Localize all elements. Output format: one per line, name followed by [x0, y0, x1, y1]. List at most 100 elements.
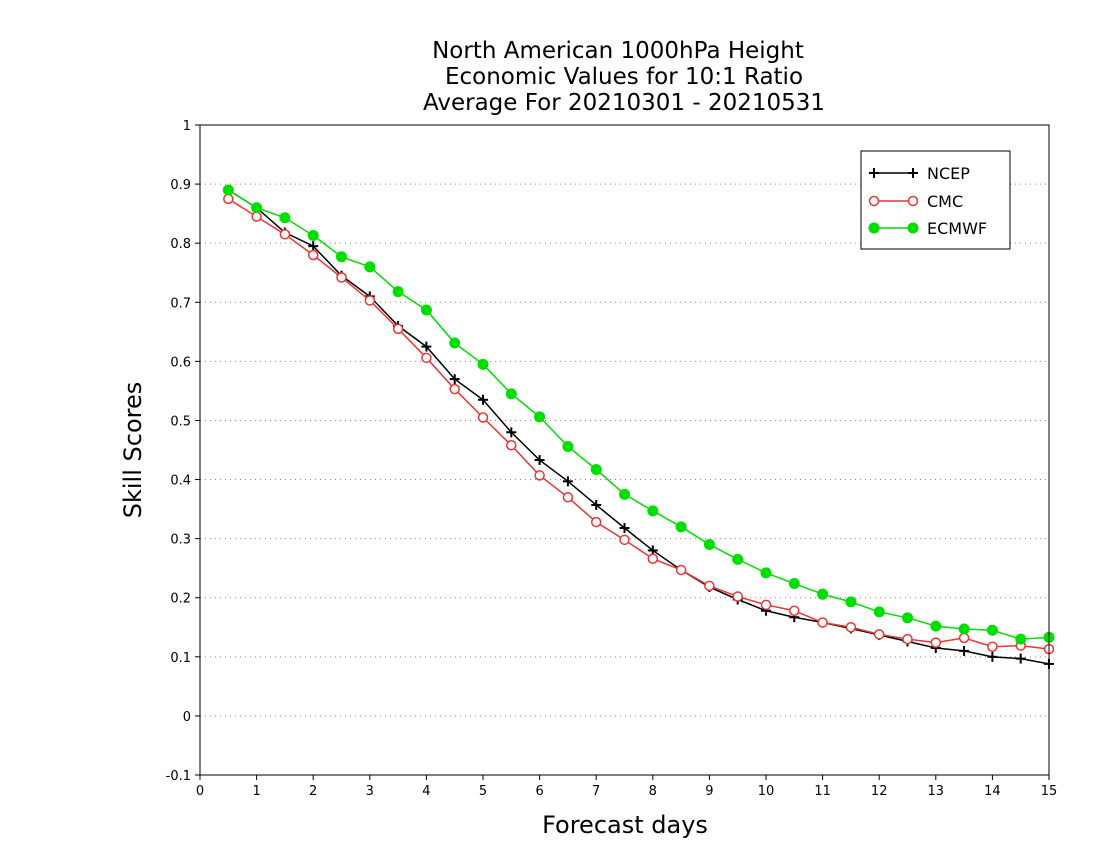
data-point-cmc — [223, 193, 234, 205]
x-tick-label: 15 — [1041, 784, 1058, 799]
data-point-ecmwf — [930, 620, 942, 632]
legend-marker-ecmwf — [868, 222, 880, 234]
data-point-ecmwf — [760, 567, 772, 579]
y-tick-label: 0.5 — [170, 414, 191, 429]
data-point-cmc — [704, 580, 715, 592]
data-point-ncep — [478, 394, 488, 405]
data-point-cmc — [364, 295, 376, 306]
data-point-cmc — [506, 440, 517, 451]
data-point-ecmwf — [279, 212, 291, 224]
y-tick-label: 0.6 — [170, 355, 191, 370]
legend-items: NCEP CMC ECMWF — [868, 164, 987, 238]
legend-marker-cmc — [907, 195, 919, 207]
legend-item-ecmwf: ECMWF — [868, 219, 987, 238]
y-tick-label: -0.1 — [166, 769, 191, 784]
data-point-ecmwf — [647, 505, 659, 517]
data-point-ncep — [959, 645, 970, 656]
x-tick-label: 14 — [984, 784, 1001, 799]
data-point-cmc — [760, 599, 772, 611]
x-tick-label: 7 — [592, 784, 600, 799]
data-point-cmc — [902, 633, 913, 645]
x-tick-label: 12 — [871, 784, 888, 799]
data-point-ecmwf — [420, 304, 432, 316]
data-point-ecmwf — [364, 261, 376, 273]
y-tick-label: 0 — [183, 710, 191, 725]
legend-label-ncep: NCEP — [927, 164, 970, 183]
data-point-cmc — [251, 211, 262, 222]
data-point-cmc — [449, 383, 460, 395]
grid-lines — [200, 183, 1049, 717]
data-point-ecmwf — [534, 411, 546, 423]
x-tick-label: 11 — [814, 784, 831, 799]
legend-marker-ncep — [869, 168, 879, 178]
legend-box — [860, 150, 1011, 250]
x-tick-label: 8 — [649, 784, 657, 799]
y-axis-label: Skill Scores — [119, 382, 147, 519]
data-point-ecmwf — [817, 588, 829, 600]
x-tick-label: 6 — [535, 784, 543, 799]
x-tick-label: 4 — [422, 784, 430, 799]
data-point-cmc — [421, 352, 432, 364]
data-point-ncep — [506, 427, 517, 438]
x-tick-label: 10 — [758, 784, 775, 799]
x-tick-label: 13 — [928, 784, 945, 799]
data-point-ncep — [1015, 653, 1026, 664]
data-point-ecmwf — [732, 553, 744, 565]
series-line-ecmwf — [227, 189, 1050, 640]
data-point-ecmwf — [675, 521, 687, 533]
data-point-ecmwf — [505, 388, 517, 400]
series-ecmwf — [222, 184, 1055, 645]
data-point-cmc — [647, 553, 659, 564]
data-point-cmc — [958, 632, 970, 644]
legend-marker-ecmwf — [907, 222, 919, 234]
y-tick-label: 0.7 — [170, 296, 191, 311]
series-cmc — [223, 193, 1055, 655]
series-ncep — [223, 185, 1054, 669]
x-tick-label: 5 — [479, 784, 487, 799]
data-point-ecmwf — [958, 623, 970, 635]
legend-marker-ncep — [908, 168, 918, 178]
data-point-ncep — [591, 499, 602, 510]
data-point-cmc — [789, 605, 800, 616]
data-point-ecmwf — [1015, 633, 1027, 645]
data-point-ecmwf — [477, 358, 489, 370]
data-point-ecmwf — [873, 606, 885, 618]
data-point-cmc — [675, 564, 687, 576]
data-point-cmc — [987, 641, 998, 653]
y-tick-label: 0.9 — [170, 178, 191, 193]
data-point-ecmwf — [986, 624, 998, 636]
data-point-cmc — [873, 629, 885, 640]
legend-item-cmc: CMC — [868, 192, 963, 211]
y-tick-label: 0.3 — [170, 533, 191, 548]
series-line-ncep — [227, 189, 1050, 665]
data-point-ecmwf — [449, 337, 461, 349]
data-point-cmc — [392, 323, 404, 335]
legend-item-ncep: NCEP — [869, 164, 970, 183]
y-tick-label: 0.8 — [170, 237, 191, 252]
legend-marker-cmc — [868, 195, 880, 207]
data-point-cmc — [732, 591, 743, 602]
chart-title-line-1: North American 1000hPa Height — [432, 38, 804, 64]
x-axis-label: Forecast days — [542, 811, 708, 839]
y-tick-label: 0.2 — [170, 592, 191, 607]
data-point-cmc — [590, 516, 602, 528]
data-point-ncep — [449, 374, 460, 385]
data-point-cmc — [845, 622, 857, 633]
x-tick-label: 2 — [309, 784, 317, 799]
series-line-cmc — [227, 198, 1050, 650]
data-point-ecmwf — [619, 488, 630, 500]
data-point-cmc — [477, 412, 489, 423]
data-point-ncep — [987, 651, 998, 662]
data-point-ecmwf — [703, 539, 715, 551]
data-point-ecmwf — [562, 440, 574, 452]
data-point-ecmwf — [222, 184, 234, 196]
axes: -0.100.10.20.30.40.50.60.70.80.910 1 2 3 4 5 6… — [166, 119, 1058, 799]
y-tick-label: 0.1 — [170, 651, 191, 666]
data-point-ecmwf — [336, 251, 347, 263]
data-point-ecmwf — [392, 286, 404, 298]
plot-area-frame — [199, 124, 1050, 776]
data-point-ecmwf — [902, 612, 913, 624]
y-tick-label: 0.4 — [170, 474, 191, 489]
data-point-cmc — [307, 249, 319, 261]
